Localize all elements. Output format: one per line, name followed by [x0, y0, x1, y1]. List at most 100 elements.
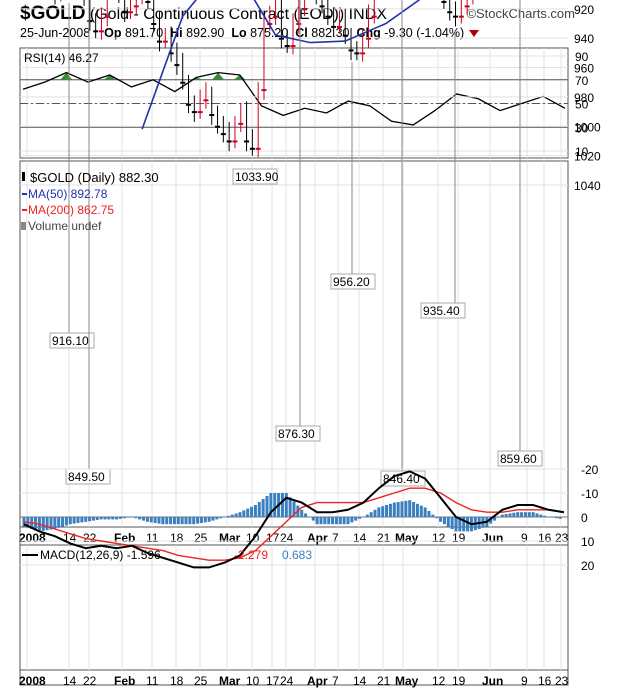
- macd-y-tick: 20: [581, 559, 595, 573]
- volume-legend-swatch: [21, 222, 26, 230]
- candle-body: [232, 140, 238, 143]
- ma50-line: [141, 0, 421, 130]
- macd-histogram-bar: [377, 507, 381, 517]
- macd-histogram-bar: [234, 513, 238, 517]
- macd-histogram-bar: [103, 517, 107, 520]
- x-tick-label-macd: 16: [538, 674, 552, 688]
- x-tick-label: 23: [555, 531, 569, 545]
- annotation-box: [275, 425, 321, 442]
- macd-histogram-bar: [535, 513, 539, 517]
- macd-histogram-bar: [496, 517, 500, 518]
- macd-histogram-bar: [350, 517, 354, 523]
- annotation-label: 1033.90: [235, 170, 279, 184]
- candle-body: [319, 5, 325, 8]
- candle-body: [464, 5, 470, 8]
- x-tick-label-macd: 7: [332, 674, 339, 688]
- macd-histogram-bar: [203, 517, 207, 523]
- panel-frame-price: [19, 160, 569, 528]
- x-tick-label-macd: 23: [555, 674, 569, 688]
- macd-histogram-bar: [446, 517, 450, 527]
- candle-body: [209, 114, 215, 117]
- macd-histogram-bar: [72, 517, 76, 524]
- date: 25-Jun-2008: [20, 26, 91, 40]
- macd-histogram-bar: [323, 517, 327, 525]
- macd-histogram-bar: [68, 517, 72, 525]
- annotation-box: [232, 168, 278, 185]
- annotation-label: 935.40: [423, 304, 460, 318]
- price-legend-main: $GOLD (Daily) 882.30: [30, 170, 159, 185]
- macd-histogram-bar: [45, 517, 49, 531]
- macd-histogram-bar: [439, 517, 443, 522]
- rsi-overbought-fill: [103, 75, 116, 80]
- macd-histogram-bar: [358, 517, 362, 519]
- candle-body: [302, 8, 308, 11]
- rsi-y-tick: 90: [575, 50, 589, 64]
- macd-histogram-bar: [342, 517, 346, 525]
- macd-histogram-bar: [176, 517, 180, 525]
- x-tick-label: 24: [280, 531, 294, 545]
- macd-histogram-bar: [49, 517, 53, 530]
- x-tick-label-macd: 24: [280, 674, 294, 688]
- high-value: 892.90: [186, 26, 225, 40]
- macd-histogram-bar: [508, 513, 512, 517]
- x-tick-label-macd: 22: [83, 674, 97, 688]
- macd-histogram-bar: [300, 509, 304, 517]
- macd-histogram-bar: [554, 517, 558, 519]
- x-axis-band-macd: [19, 669, 569, 686]
- macd-histogram-bar: [161, 517, 165, 525]
- macd-histogram-bar: [134, 517, 138, 519]
- macd-histogram-bar: [531, 512, 535, 517]
- macd-y-tick: -20: [581, 463, 599, 477]
- price-y-tick: 1000: [574, 120, 601, 134]
- macd-histogram-bar: [41, 517, 45, 531]
- macd-histogram-bar: [423, 507, 427, 517]
- macd-histogram-bar: [388, 503, 392, 517]
- candle-body: [447, 11, 453, 14]
- macd-histogram-bar: [199, 517, 203, 523]
- x-tick-label-macd: Mar: [219, 674, 241, 688]
- macd-histogram-bar: [419, 505, 423, 517]
- annotation-label: 846.40: [383, 472, 420, 486]
- volume-legend: Volume undef: [28, 219, 102, 233]
- macd-histogram-bar: [99, 517, 103, 520]
- macd-histogram-bar: [88, 517, 92, 522]
- macd-histogram-bar: [226, 515, 230, 517]
- macd-histogram-bar: [550, 517, 554, 518]
- candle-body: [458, 15, 464, 18]
- macd-histogram-bar: [365, 514, 369, 517]
- macd-histogram-bar: [57, 517, 61, 528]
- x-tick-label: May: [395, 531, 419, 545]
- macd-histogram-bar: [516, 512, 520, 517]
- macd-histogram-bar: [512, 512, 516, 517]
- macd-histogram-bar: [157, 517, 161, 524]
- macd-histogram-bar: [76, 517, 80, 523]
- macd-histogram-bar: [435, 517, 439, 519]
- candle-body: [220, 133, 226, 136]
- macd-histogram-bar: [253, 505, 257, 517]
- macd-y-tick: 0: [581, 511, 588, 525]
- x-tick-label: 7: [332, 531, 339, 545]
- macd-histogram-bar: [230, 514, 234, 517]
- x-tick-label-macd: 18: [170, 674, 184, 688]
- macd-histogram-bar: [311, 517, 315, 521]
- macd-histogram-bar: [334, 517, 338, 525]
- macd-legend-signal: -2.279: [234, 548, 268, 562]
- macd-histogram-bar: [493, 517, 497, 521]
- macd-histogram-bar: [107, 517, 111, 520]
- macd-histogram-bar: [142, 517, 146, 521]
- x-tick-label: 14: [353, 531, 367, 545]
- macd-histogram-bar: [172, 517, 176, 525]
- macd-line: [23, 470, 565, 569]
- macd-histogram-bar: [261, 499, 265, 517]
- macd-histogram-bar: [327, 517, 331, 525]
- macd-histogram-bar: [265, 496, 269, 517]
- macd-y-tick: -10: [581, 487, 599, 501]
- macd-histogram-bar: [520, 512, 524, 517]
- macd-histogram-bar: [64, 517, 68, 526]
- macd-histogram-bar: [288, 497, 292, 517]
- macd-histogram-bar: [246, 508, 250, 517]
- macd-histogram-bar: [250, 506, 254, 517]
- macd-histogram-bar: [373, 509, 377, 517]
- macd-histogram-bar: [280, 493, 284, 517]
